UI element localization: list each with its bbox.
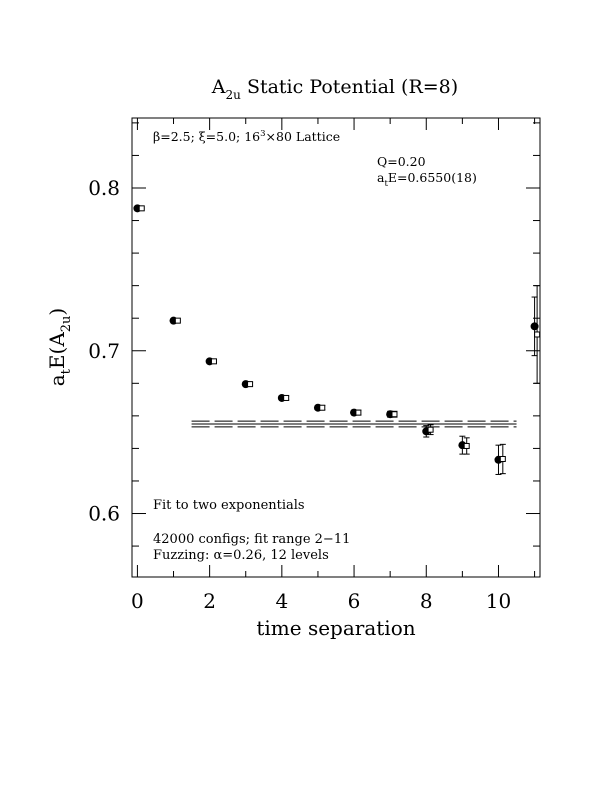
data-point-square <box>355 409 362 416</box>
y-tick-label: 0.6 <box>88 502 120 526</box>
x-tick-label: 10 <box>486 589 511 613</box>
data-point-square <box>174 317 181 324</box>
configs-note: 42000 configs; fit range 2−11 <box>153 532 350 547</box>
data-point-square <box>247 381 254 388</box>
y-tick-labels: 0.6 0.7 0.8 <box>88 176 120 526</box>
x-tick-label: 4 <box>275 589 288 613</box>
fuzzing-note: Fuzzing: α=0.26, 12 levels <box>153 548 329 563</box>
x-tick-label: 8 <box>420 589 433 613</box>
x-tick-label: 6 <box>348 589 361 613</box>
axis-ticks <box>132 118 540 577</box>
energy-annotation: atE=0.6550(18) <box>377 170 477 189</box>
y-axis-label: atE(A2u) <box>45 308 74 387</box>
data-point-square <box>210 358 217 365</box>
data-marks <box>133 204 541 475</box>
data-point-square <box>427 426 434 433</box>
data-point-square <box>463 442 470 449</box>
fit-note: Fit to two exponentials <box>153 498 305 513</box>
x-tick-label: 2 <box>203 589 216 613</box>
x-tick-label: 0 <box>131 589 144 613</box>
chart-title: A2u Static Potential (R=8) <box>211 76 458 102</box>
data-point-square <box>534 331 541 338</box>
data-point-square <box>138 205 145 212</box>
q-annotation: Q=0.20 <box>377 154 426 169</box>
data-point-square <box>319 404 326 411</box>
plot-frame <box>131 117 541 578</box>
data-point-square <box>283 394 290 401</box>
x-tick-labels: 0 2 4 6 8 10 <box>131 589 511 613</box>
fit-band <box>191 420 517 428</box>
y-tick-label: 0.7 <box>88 339 120 363</box>
x-axis-label: time separation <box>256 616 415 640</box>
lattice-annotation: β=2.5; ξ=5.0; 163×80 Lattice <box>153 129 340 144</box>
data-point-square <box>499 455 506 462</box>
data-point-circle <box>530 322 539 331</box>
data-point-square <box>391 411 398 418</box>
y-tick-label: 0.8 <box>88 176 120 200</box>
